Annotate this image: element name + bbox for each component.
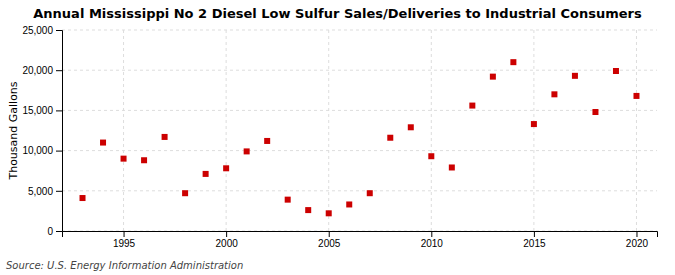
tick: 25,000 (22, 25, 62, 36)
point (80, 195, 86, 201)
grid-line (62, 150, 657, 151)
tick-mark (636, 231, 637, 237)
tick-label: 5,000 (28, 186, 53, 197)
tick-label: 2010 (421, 238, 444, 249)
grid-line (328, 30, 329, 231)
grid-line (431, 30, 432, 231)
tick-mark (56, 231, 62, 232)
tick: 2015 (523, 231, 546, 249)
point (613, 68, 619, 74)
tick-label: 2005 (318, 238, 341, 249)
point (387, 135, 393, 141)
point (285, 197, 291, 203)
grid-line (62, 70, 657, 71)
point (141, 157, 147, 163)
y-axis-label: Thousand Gallons (7, 81, 20, 180)
point (428, 153, 434, 159)
point (100, 140, 106, 146)
point (162, 134, 168, 140)
point (182, 190, 188, 196)
tick-label: 25,000 (22, 25, 53, 36)
tick-label: 10,000 (22, 145, 53, 156)
tick-label: 1995 (113, 238, 136, 249)
point (592, 109, 598, 115)
tick-label: 2000 (216, 238, 239, 249)
grid-line (62, 30, 657, 31)
grid-line (226, 30, 227, 231)
tick: 15,000 (22, 105, 62, 116)
tick-mark (226, 231, 227, 237)
grid-line (123, 30, 124, 231)
tick: 2000 (216, 231, 239, 249)
tick-mark (431, 231, 432, 237)
annotation: Source: U.S. Energy Information Administ… (6, 260, 243, 271)
point (346, 201, 352, 207)
point (572, 73, 578, 79)
tick-mark (329, 231, 330, 237)
point (326, 210, 332, 216)
point (469, 103, 475, 109)
tick-label: 0 (47, 226, 53, 237)
axis-line (56, 31, 63, 232)
grid-line (62, 190, 657, 191)
tick: 2020 (626, 231, 649, 249)
tick: 2005 (318, 231, 341, 249)
grid (62, 30, 657, 231)
tick-mark (56, 30, 62, 31)
tick-mark (534, 231, 535, 237)
x-axis: 1995 2000 2005 2010 2015 2020 (63, 231, 658, 249)
point (531, 121, 537, 127)
tick-label: 2015 (523, 238, 546, 249)
grid-line (62, 110, 657, 111)
point (367, 190, 373, 196)
tick-mark (56, 110, 62, 111)
point (244, 148, 250, 154)
plot-area: 1995 2000 2005 2010 2015 2020 0 5,000 10,000 15,0… (22, 25, 657, 249)
tick-label: 15,000 (22, 105, 53, 116)
tick: 1995 (113, 231, 136, 249)
tick-label: 20,000 (22, 65, 53, 76)
point (408, 124, 414, 130)
grid-line (533, 30, 534, 231)
marks (80, 59, 640, 216)
point (305, 207, 311, 213)
point (510, 59, 516, 65)
point (203, 171, 209, 177)
tick: 10,000 (22, 145, 62, 156)
tick-label: 2020 (626, 238, 649, 249)
tick: 0 (47, 226, 62, 237)
tick-mark (56, 70, 62, 71)
title: Annual Mississippi No 2 Diesel Low Sulfu… (33, 6, 642, 21)
y-axis: 0 5,000 10,000 15,000 20,000 25,000 (22, 25, 62, 237)
grid-line (636, 30, 637, 231)
tick: 2010 (421, 231, 444, 249)
point (551, 91, 557, 97)
tick: 5,000 (28, 186, 62, 197)
chart: 1995 2000 2005 2010 2015 2020 0 5,000 10,000 15,0… (0, 0, 675, 275)
point (223, 165, 229, 171)
point (490, 74, 496, 80)
point (633, 93, 639, 99)
tick-mark (124, 231, 125, 237)
axis-line (63, 232, 658, 238)
point (449, 164, 455, 170)
point (121, 156, 127, 162)
tick-mark (56, 191, 62, 192)
tick: 20,000 (22, 65, 62, 76)
tick-mark (56, 151, 62, 152)
point (264, 138, 270, 144)
